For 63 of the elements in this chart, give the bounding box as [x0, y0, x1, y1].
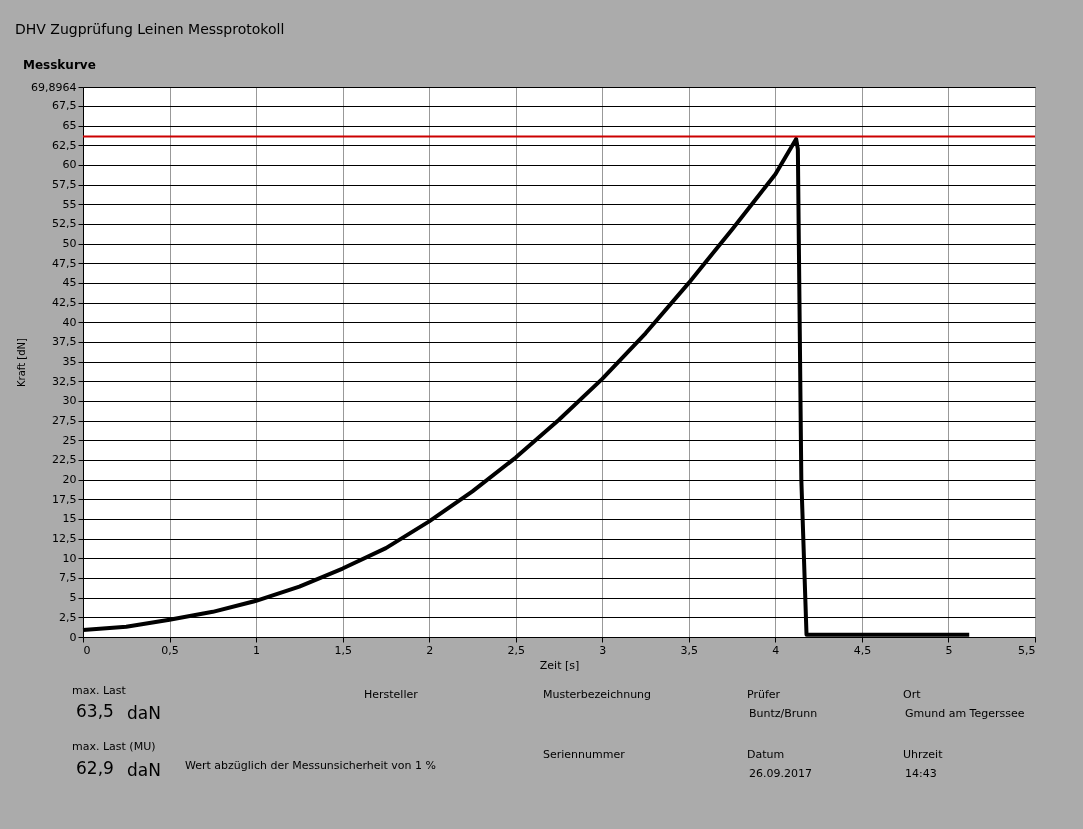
- x-tick-label: 4,5: [853, 643, 872, 657]
- chart-title: DHV Zugprüfung Leinen Messprotokoll: [15, 21, 285, 37]
- y-tick-label: 57,5: [52, 178, 77, 192]
- text: 62,9: [76, 758, 114, 778]
- y-tick-label: 5: [69, 591, 77, 605]
- x-tick-label: 0: [83, 643, 91, 657]
- y-tick-label: 65: [62, 119, 77, 133]
- y-tick-label: 25: [62, 433, 77, 447]
- x-tick-label: 5,5: [1018, 643, 1036, 657]
- x-tick-label: 3,5: [680, 643, 699, 657]
- text: Musterbezeichnung: [543, 688, 652, 701]
- y-tick-label: 40: [62, 315, 77, 329]
- x-tick-label: 3: [599, 643, 607, 657]
- text: daN: [127, 703, 161, 723]
- y-tick-label: 17,5: [52, 492, 77, 506]
- text: Wert abzüglich der Messunsicherheit von 1 %: [185, 759, 437, 772]
- text: Hersteller: [364, 688, 419, 701]
- x-tick-label: 0,5: [161, 643, 179, 657]
- text: 26.09.2017: [749, 767, 812, 780]
- y-tick-label: 45: [62, 276, 77, 290]
- x-tick-label: 1: [253, 643, 261, 657]
- y-tick-label: 52,5: [52, 217, 77, 231]
- y-tick-label: 7,5: [59, 571, 77, 585]
- y-tick-label: 42,5: [52, 296, 77, 310]
- y-tick-label: 0: [69, 630, 77, 644]
- text: Prüfer: [747, 688, 781, 701]
- text: daN: [127, 760, 161, 780]
- y-tick-label: 32,5: [52, 374, 77, 388]
- y-tick-label: 30: [62, 394, 77, 408]
- text: Gmund am Tegerssee: [905, 707, 1025, 720]
- text: 14:43: [905, 767, 937, 780]
- text: Datum: [747, 748, 785, 761]
- y-axis-title: Kraft [dN]: [16, 337, 28, 387]
- y-tick-label: 69,8964: [31, 80, 77, 94]
- y-tick-label: 35: [62, 355, 77, 369]
- x-tick-label: 2,5: [507, 643, 525, 657]
- y-tick-label: 50: [62, 237, 77, 251]
- text: Ort: [903, 688, 922, 701]
- y-tick-label: 67,5: [52, 99, 77, 113]
- y-tick-label: 12,5: [52, 532, 77, 546]
- x-tick-label: 2: [426, 643, 434, 657]
- text: Seriennummer: [543, 748, 626, 761]
- text: max. Last: [72, 684, 127, 697]
- x-tick-label: 5: [945, 643, 953, 657]
- chart-subtitle: Messkurve: [23, 58, 96, 72]
- x-axis-title: Zeit [s]: [539, 658, 580, 672]
- y-tick-label: 2,5: [59, 610, 77, 624]
- y-tick-label: 62,5: [52, 138, 77, 152]
- x-tick-label: 4: [772, 643, 780, 657]
- text: max. Last (MU): [72, 740, 156, 753]
- y-tick-label: 20: [62, 473, 77, 487]
- text: 63,5: [76, 701, 114, 721]
- y-tick-label: 37,5: [52, 335, 77, 349]
- text: Uhrzeit: [903, 748, 944, 761]
- y-tick-label: 47,5: [52, 256, 77, 270]
- y-tick-label: 15: [62, 512, 77, 526]
- x-tick-label: 1,5: [334, 643, 352, 657]
- text: Buntz/Brunn: [749, 707, 818, 720]
- y-tick-label: 22,5: [52, 453, 77, 467]
- y-tick-label: 27,5: [52, 414, 77, 428]
- y-tick-label: 60: [62, 158, 77, 172]
- y-tick-label: 55: [62, 197, 77, 211]
- y-tick-label: 10: [62, 551, 77, 565]
